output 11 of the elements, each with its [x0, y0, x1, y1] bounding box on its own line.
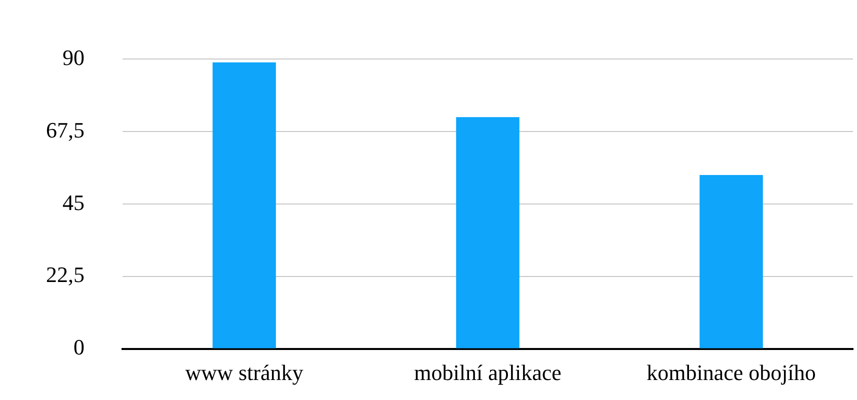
y-tick-label: 0	[74, 334, 84, 360]
x-tick-label: www stránky	[185, 360, 304, 385]
y-tick-label: 22,5	[46, 262, 84, 288]
bar	[212, 62, 276, 348]
bar	[456, 117, 520, 348]
y-tick-label: 90	[62, 44, 84, 70]
x-tick-label: kombinace obojího	[646, 360, 816, 385]
y-tick-label: 67,5	[46, 117, 84, 142]
bar	[700, 175, 763, 348]
x-tick-label: mobilní aplikace	[414, 360, 562, 385]
y-tick-label: 45	[62, 190, 84, 215]
